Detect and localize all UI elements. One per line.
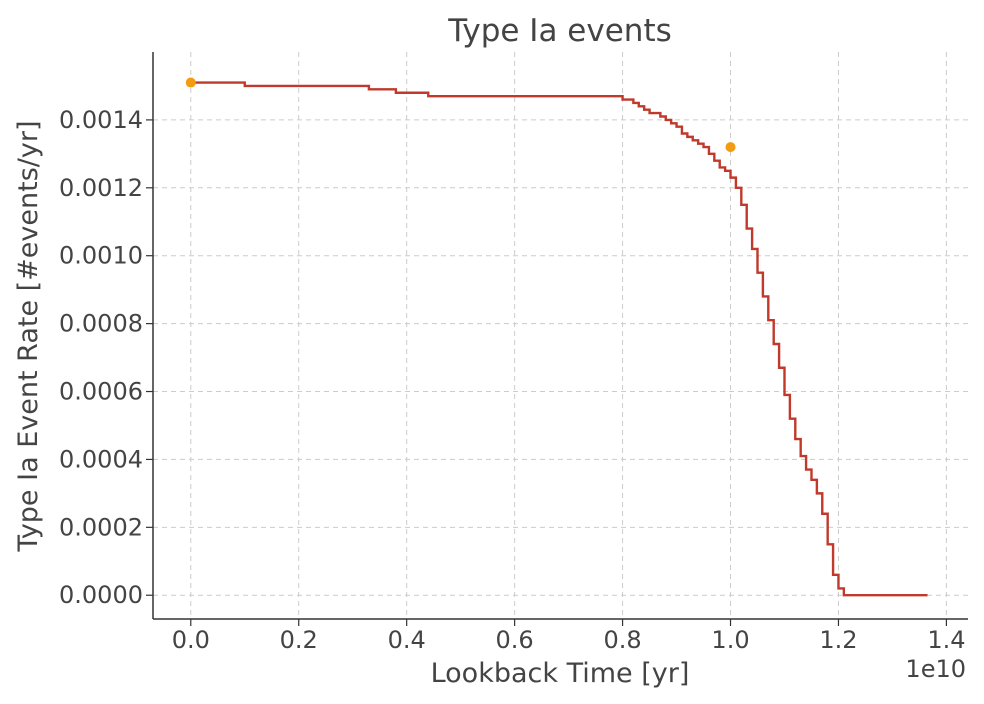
y-tick-label: 0.0000	[59, 581, 143, 609]
y-tick-label: 0.0006	[59, 378, 143, 406]
x-tick-label: 0.2	[280, 626, 318, 654]
axes-spines	[152, 52, 968, 620]
y-axis-label: Type Ia Event Rate [#events/yr]	[13, 121, 44, 553]
data-point-marker	[185, 77, 196, 88]
series-line	[190, 81, 928, 597]
markers-layer	[185, 77, 736, 153]
x-tick-label: 0.6	[496, 626, 534, 654]
chart-title: Type Ia events	[447, 13, 672, 49]
data-point-marker	[725, 142, 736, 153]
y-tick-label: 0.0014	[59, 106, 143, 134]
x-tick-label: 1.2	[819, 626, 857, 654]
x-axis-label: Lookback Time [yr]	[431, 658, 690, 689]
x-axis-ticks: 0.0 0.2 0.4 0.6 0.8 1.0 1.2 1.4	[172, 619, 965, 654]
x-tick-label: 1.4	[927, 626, 965, 654]
y-tick-label: 0.0008	[59, 310, 143, 338]
series-layer	[190, 81, 928, 597]
y-tick-label: 0.0012	[59, 174, 143, 202]
y-tick-label: 0.0002	[59, 513, 143, 541]
y-axis-ticks: 0.0000 0.0002 0.0004 0.0006 0.0008 0.0010 0.00…	[59, 106, 153, 609]
x-tick-label: 0.4	[388, 626, 426, 654]
grid	[153, 52, 968, 619]
x-tick-label: 0.8	[603, 626, 641, 654]
y-tick-label: 0.0010	[59, 242, 143, 270]
y-tick-label: 0.0004	[59, 445, 143, 473]
x-tick-label: 0.0	[172, 626, 210, 654]
x-tick-label: 1.0	[711, 626, 749, 654]
x-offset-label: 1e10	[905, 655, 966, 683]
